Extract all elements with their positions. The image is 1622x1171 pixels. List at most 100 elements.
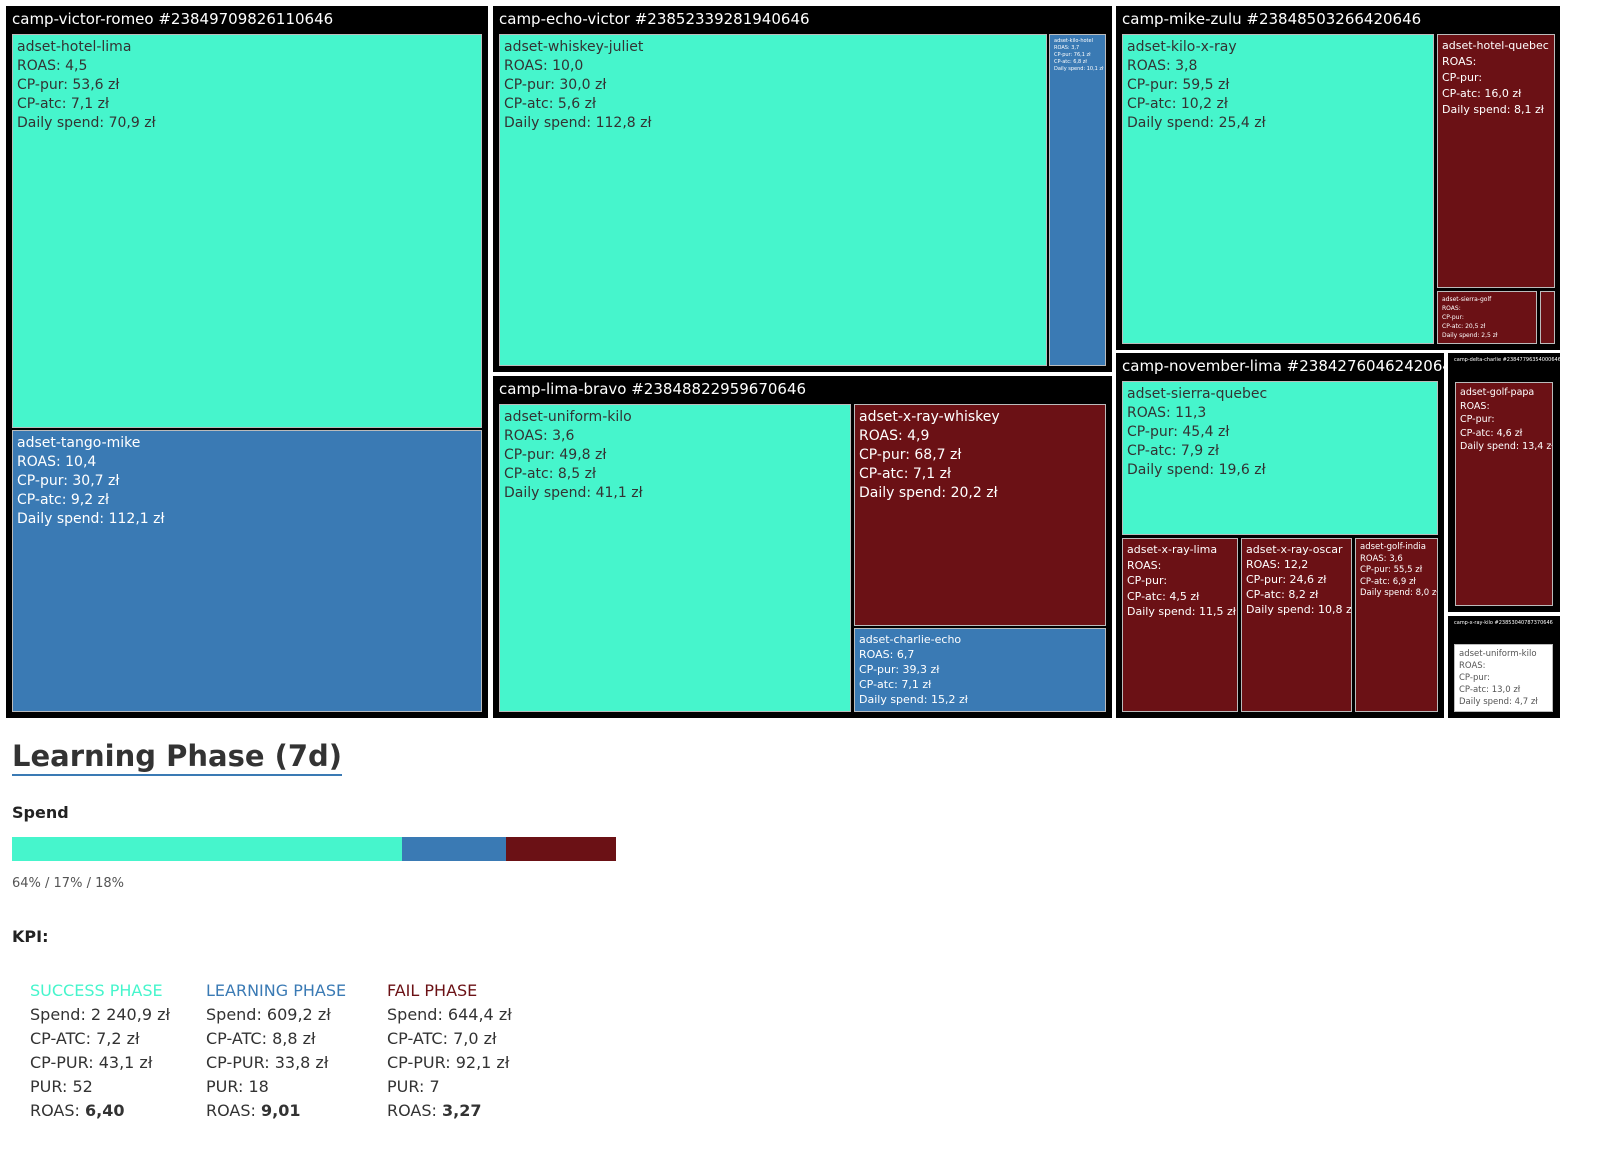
adset: adset-x-ray-oscar ROAS: 12,2 CP-pur: 24,6 … (1241, 538, 1352, 712)
adset-metric: CP-pur: 30,0 zł (504, 77, 607, 93)
spend-segment (506, 837, 616, 861)
adset-metric: Daily spend: 112,1 zł (17, 511, 165, 527)
roas-value: 6,40 (85, 1101, 125, 1120)
adset-metric: ROAS: 4,5 (17, 58, 88, 74)
adset-metric: Daily spend: 8,1 zł (1442, 103, 1544, 116)
adset-metric: CP-pur: 24,6 zł (1246, 573, 1327, 586)
spend-title: Spend (12, 803, 69, 822)
kpi-line: CP-ATC: 7,2 zł (30, 1029, 140, 1048)
adset-name: adset-x-ray-lima (1127, 543, 1218, 556)
adset: adset-sierra-quebec ROAS: 11,3 CP-pur: 45,… (1122, 381, 1438, 535)
adset-metric: Daily spend: 2,5 zł (1442, 332, 1498, 339)
adset-name: adset-whiskey-juliet (504, 39, 644, 55)
adset-metric: CP-atc: 10,2 zł (1127, 96, 1228, 112)
adset-metric: Daily spend: 10,1 zł (1054, 66, 1104, 72)
kpi-heading: SUCCESS PHASE (30, 981, 163, 1000)
kpi-column: FAIL PHASE Spend: 644,4 zł CP-ATC: 7,0 zł C… (387, 979, 512, 1123)
adset-metric: ROAS: (1442, 305, 1461, 312)
spend-segment (12, 837, 403, 861)
adset-metric: CP-atc: 5,6 zł (504, 96, 596, 112)
adset-metric: CP-pur: 55,5 zł (1360, 565, 1423, 575)
adset-metric: CP-atc: 7,1 zł (859, 466, 951, 482)
adset (1540, 291, 1555, 344)
adset-metric: CP-pur: 30,7 zł (17, 473, 120, 489)
roas-label: ROAS: (30, 1101, 80, 1120)
campaign-title: camp-victor-romeo #23849709826110646 (12, 10, 334, 28)
kpi-line: CP-PUR: 33,8 zł (206, 1053, 329, 1072)
adset-metric: CP-atc: 6,8 zł (1054, 59, 1087, 65)
kpi-column: SUCCESS PHASE Spend: 2 240,9 zł CP-ATC: 7,… (30, 979, 170, 1123)
adset-metric: CP-pur: (1127, 574, 1168, 587)
adset-name: adset-tango-mike (17, 435, 141, 451)
adset: adset-sierra-golf ROAS: CP-pur: CP-atc: 20,… (1437, 291, 1537, 344)
campaign-title: camp-delta-charlie #23847796354000646 (1454, 357, 1560, 363)
adset-name: adset-hotel-lima (17, 39, 132, 55)
adset: adset-whiskey-juliet ROAS: 10,0 CP-pur: 30… (499, 34, 1047, 366)
adset-metric: Daily spend: 41,1 zł (504, 485, 643, 501)
adset-metric: ROAS: 10,4 (17, 454, 97, 470)
kpi-line: Spend: 2 240,9 zł (30, 1005, 171, 1024)
adset-metric: ROAS: 3,8 (1127, 58, 1198, 74)
adset-metric: ROAS: 10,0 (504, 58, 584, 74)
adset-metric: ROAS: 4,9 (859, 428, 930, 444)
kpi-line: CP-PUR: 92,1 zł (387, 1053, 510, 1072)
adset-metric: CP-pur: 53,6 zł (17, 77, 120, 93)
adset-metric: Daily spend: 8,0 zł (1360, 588, 1438, 598)
adset-metric: ROAS: 12,2 (1246, 558, 1309, 571)
adset-metric: CP-pur: 45,4 zł (1127, 424, 1230, 440)
adset-name: adset-x-ray-oscar (1246, 543, 1343, 556)
adset-metric: Daily spend: 4,7 zł (1459, 697, 1538, 707)
adset-metric: Daily spend: 13,4 zł (1460, 441, 1553, 452)
kpi-heading: LEARNING PHASE (206, 981, 347, 1000)
kpi-line: CP-ATC: 8,8 zł (206, 1029, 316, 1048)
adset-metric: CP-atc: 13,0 zł (1459, 685, 1521, 695)
adset-metric: ROAS: 3,7 (1054, 45, 1080, 51)
roas-value: 9,01 (261, 1101, 301, 1120)
spend-segment (402, 837, 507, 861)
adset-metric: Daily spend: 15,2 zł (859, 693, 968, 706)
adset-name: adset-hotel-quebec (1442, 39, 1549, 52)
adset-metric: CP-pur: (1460, 414, 1495, 425)
adset-metric: CP-pur: (1459, 673, 1490, 683)
adset-metric: CP-atc: 8,2 zł (1246, 588, 1319, 601)
adset-metric: CP-atc: 8,5 zł (504, 466, 596, 482)
adset-metric: ROAS: (1460, 400, 1490, 412)
adset-metric: CP-pur: 68,7 zł (859, 447, 962, 463)
campaign-title: camp-x-ray-kilo #23853040787370646 (1454, 620, 1553, 626)
adset-name: adset-charlie-echo (859, 633, 962, 646)
adset-metric: CP-pur: (1442, 71, 1483, 84)
campaign-title: camp-lima-bravo #23848822959670646 (499, 380, 807, 398)
adset-metric: CP-atc: 7,1 zł (859, 678, 932, 691)
adset-metric: CP-atc: 7,1 zł (17, 96, 109, 112)
campaign-title: camp-echo-victor #23852339281940646 (499, 10, 810, 28)
adset-name: adset-x-ray-whiskey (859, 409, 1000, 425)
adset: adset-kilo-hotel ROAS: 3,7 CP-pur: 76,1 zł… (1049, 34, 1106, 366)
kpi-line: Spend: 644,4 zł (387, 1005, 512, 1024)
section-title: Learning Phase (7d) (12, 738, 343, 776)
adset-name: adset-uniform-kilo (1459, 649, 1537, 659)
kpi-roas: ROAS: 9,01 (206, 1099, 346, 1123)
adset-metric: ROAS: (1127, 558, 1162, 572)
adset-metric: CP-atc: 16,0 zł (1442, 87, 1522, 100)
adset-metric: CP-pur: (1442, 314, 1464, 321)
kpi-line: PUR: 18 (206, 1077, 269, 1096)
adset-metric: ROAS: 3,6 (1360, 553, 1403, 564)
kpi-title: KPI: (12, 927, 49, 946)
spend-label: 64% / 17% / 18% (12, 876, 124, 891)
adset-metric: CP-atc: 9,2 zł (17, 492, 109, 508)
adset: adset-golf-india ROAS: 3,6 CP-pur: 55,5 zł… (1355, 538, 1438, 712)
adset-name: adset-sierra-golf (1442, 296, 1492, 303)
adset-metric: ROAS: 11,3 (1127, 405, 1207, 421)
campaign-title: camp-november-lima #23842760462420646 (1122, 357, 1444, 375)
kpi-line: PUR: 7 (387, 1077, 440, 1096)
adset-metric: Daily spend: 19,6 zł (1127, 462, 1266, 478)
adset: adset-x-ray-lima ROAS: CP-pur: CP-atc: 4,5 … (1122, 538, 1238, 712)
roas-value: 3,27 (442, 1101, 482, 1120)
kpi-line: Spend: 609,2 zł (206, 1005, 331, 1024)
adset-metric: Daily spend: 20,2 zł (859, 485, 998, 501)
spend-bar (12, 837, 616, 861)
adset-metric: CP-pur: 49,8 zł (504, 447, 607, 463)
adset-metric: CP-pur: 76,1 zł (1054, 52, 1091, 58)
adset-metric: ROAS: (1442, 55, 1477, 68)
